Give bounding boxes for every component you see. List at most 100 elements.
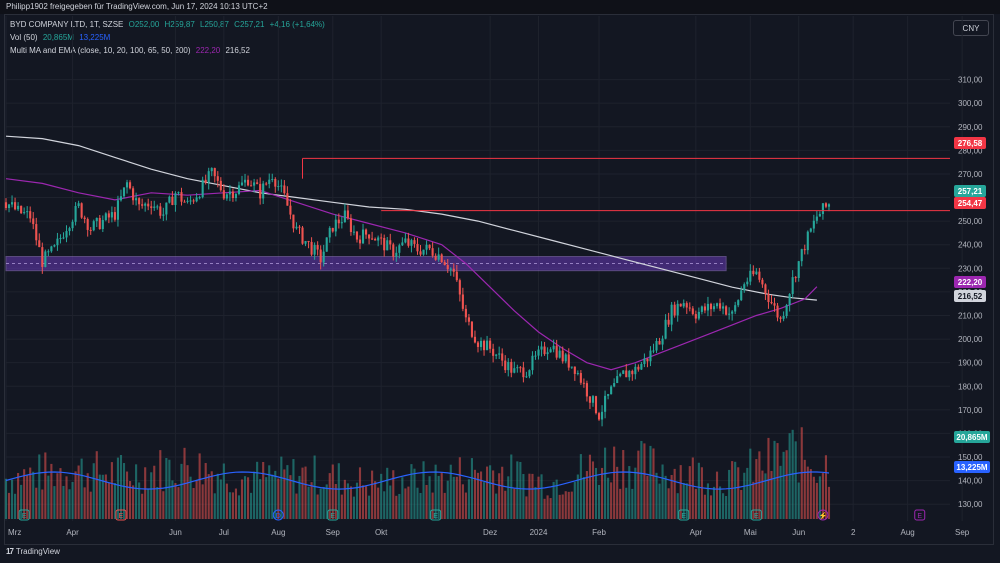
candle bbox=[709, 303, 713, 310]
candle bbox=[818, 214, 821, 217]
volume-bar bbox=[80, 458, 83, 519]
volume-bar bbox=[298, 475, 301, 519]
volume-bar bbox=[758, 451, 761, 519]
price-tick-label: 310,00 bbox=[958, 76, 983, 85]
volume-bar bbox=[476, 472, 480, 519]
candle bbox=[283, 185, 286, 194]
volume-bar bbox=[419, 492, 422, 519]
volume-bar bbox=[616, 466, 619, 519]
candle bbox=[691, 308, 694, 315]
volume-bar bbox=[334, 483, 337, 519]
volume-bar bbox=[482, 482, 486, 519]
earnings-marker bbox=[750, 509, 762, 521]
volume-bar bbox=[516, 461, 519, 519]
candle bbox=[377, 237, 380, 241]
candle bbox=[401, 242, 404, 246]
volume-bar bbox=[537, 476, 540, 519]
grid bbox=[5, 16, 963, 521]
price-label: 222,20 bbox=[958, 278, 983, 287]
brand-name[interactable]: TradingView bbox=[15, 547, 60, 556]
volume-bar bbox=[470, 458, 474, 519]
chart-frame bbox=[4, 14, 994, 545]
volume-bar bbox=[147, 489, 150, 519]
currency-button[interactable]: CNY bbox=[953, 20, 989, 36]
candle bbox=[358, 239, 362, 244]
candle bbox=[473, 336, 477, 343]
volume-bar bbox=[207, 474, 210, 519]
event-marker-label: D bbox=[276, 513, 281, 520]
price-tick-label: 190,00 bbox=[958, 359, 983, 368]
volume-bar bbox=[47, 475, 50, 519]
price-tick-label: 140,00 bbox=[958, 477, 983, 486]
candle bbox=[722, 306, 725, 309]
volume-bar bbox=[234, 488, 238, 519]
volume-bar bbox=[213, 493, 216, 519]
volume-bar bbox=[280, 456, 283, 519]
volume-bar bbox=[262, 461, 265, 519]
volume-bar bbox=[119, 454, 123, 519]
volume-bar bbox=[141, 493, 144, 519]
price-tick-label: 270,00 bbox=[958, 170, 983, 179]
candle bbox=[7, 204, 11, 208]
volume-bar bbox=[14, 493, 17, 519]
volume-bar bbox=[461, 484, 464, 519]
candle bbox=[41, 247, 44, 267]
candle bbox=[728, 313, 731, 315]
candle bbox=[758, 271, 761, 280]
candle bbox=[619, 373, 622, 377]
symbol-name[interactable]: BYD COMPANY LTD, 1T, SZSE bbox=[10, 20, 124, 29]
volume-bar bbox=[413, 468, 416, 519]
volume-bar bbox=[604, 447, 607, 519]
volume-bar bbox=[392, 470, 395, 519]
volume-bar bbox=[492, 470, 495, 519]
volume-bar bbox=[722, 493, 725, 519]
volume-bar bbox=[240, 479, 244, 519]
volume-bar bbox=[622, 450, 625, 519]
candle bbox=[307, 241, 310, 243]
volume-label[interactable]: Vol (50) bbox=[10, 33, 38, 42]
volume-bar bbox=[646, 475, 649, 519]
price-label: 216,52 bbox=[958, 292, 983, 301]
legend-row-symbol: BYD COMPANY LTD, 1T, SZSE O252,00 H259,8… bbox=[10, 18, 328, 31]
candle bbox=[156, 206, 159, 208]
volume-bar bbox=[171, 480, 174, 519]
volume-bar bbox=[343, 479, 346, 519]
volume-bar bbox=[607, 477, 610, 519]
volume-bar bbox=[610, 482, 613, 519]
candle bbox=[361, 229, 365, 244]
volume-bar bbox=[398, 493, 401, 519]
candle bbox=[132, 188, 135, 201]
candle bbox=[770, 302, 773, 304]
price-tick-label: 230,00 bbox=[958, 264, 983, 273]
candle bbox=[725, 306, 728, 315]
volume-bar bbox=[458, 457, 461, 519]
volume-bar bbox=[594, 467, 598, 519]
candle bbox=[498, 353, 501, 355]
event-marker-label: ⚡ bbox=[819, 511, 828, 520]
volume-bar bbox=[274, 470, 277, 519]
candle bbox=[389, 240, 392, 245]
ma200-line bbox=[5, 135, 817, 301]
volume-bar bbox=[29, 467, 32, 519]
candle bbox=[718, 303, 722, 309]
volume-bar bbox=[116, 457, 120, 519]
candle bbox=[301, 227, 304, 244]
volume-bar bbox=[673, 468, 676, 519]
volume-bar bbox=[62, 485, 65, 519]
candle bbox=[625, 370, 628, 378]
ma-label[interactable]: Multi MA and EMA (close, 10, 20, 100, 65… bbox=[10, 46, 191, 55]
volume-bar bbox=[540, 474, 543, 519]
candle bbox=[694, 314, 697, 319]
candle bbox=[222, 190, 225, 199]
volume-bar bbox=[434, 464, 437, 519]
candle bbox=[425, 244, 428, 250]
candle bbox=[715, 303, 719, 307]
tradingview-logo[interactable]: 17 bbox=[6, 547, 14, 556]
candle bbox=[410, 240, 413, 246]
volume-bar bbox=[555, 479, 558, 519]
candle bbox=[138, 198, 141, 205]
candle bbox=[174, 193, 177, 205]
candle bbox=[277, 186, 280, 188]
candle bbox=[322, 251, 325, 263]
